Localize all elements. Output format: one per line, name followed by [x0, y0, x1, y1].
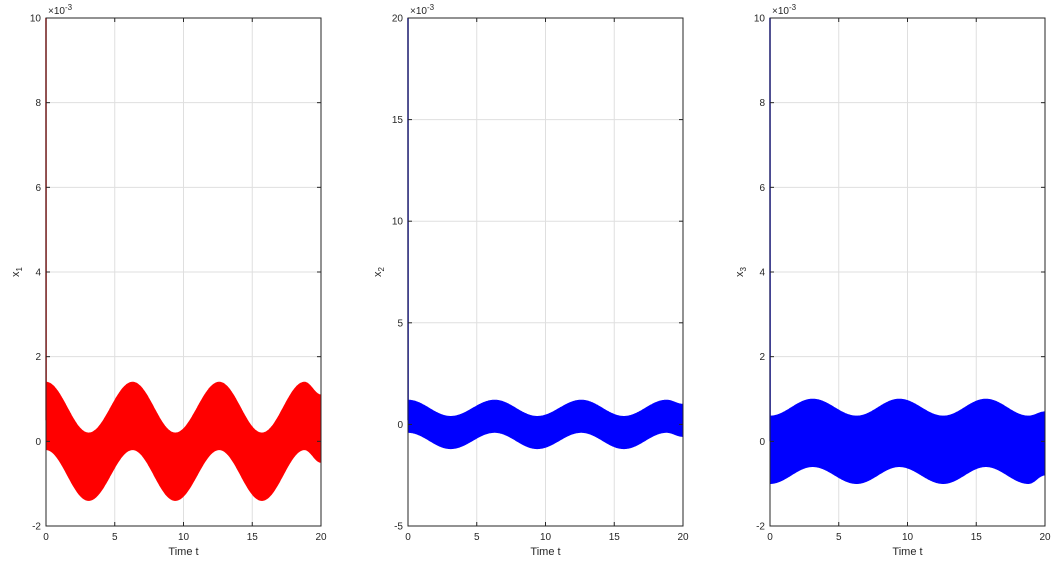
x-tick-label: 15	[247, 532, 259, 543]
y-tick-label: 8	[759, 98, 765, 109]
x-tick-label: 20	[315, 532, 327, 543]
y-tick-label: 5	[397, 318, 403, 329]
x-tick-label: 5	[112, 532, 118, 543]
y-axis-label: x2	[372, 266, 386, 277]
y-tick-label: 20	[392, 14, 404, 25]
y-tick-label: -5	[394, 522, 403, 533]
y-tick-label: 15	[392, 115, 404, 126]
x-axis-label: Time t	[530, 546, 560, 558]
y-exponent-label: ×10-3	[410, 3, 435, 17]
y-tick-label: 4	[759, 268, 765, 279]
x-tick-label: 10	[178, 532, 190, 543]
y-tick-label: 0	[397, 420, 403, 431]
y-tick-label: 2	[759, 352, 765, 363]
y-exponent-label: ×10-3	[48, 3, 73, 17]
y-tick-label: 8	[35, 98, 41, 109]
y-tick-label: 10	[754, 14, 766, 25]
x-tick-label: 10	[540, 532, 552, 543]
y-tick-label: 10	[392, 217, 404, 228]
y-tick-label: -2	[32, 522, 41, 533]
y-tick-label: 0	[759, 437, 765, 448]
x-tick-label: 0	[43, 532, 49, 543]
x-tick-label: 20	[677, 532, 689, 543]
x-tick-label: 10	[902, 532, 914, 543]
y-axis-label: x1	[10, 266, 24, 277]
x-tick-label: 5	[474, 532, 480, 543]
y-tick-label: 0	[35, 437, 41, 448]
y-axis-label: x3	[734, 266, 748, 277]
x-tick-label: 0	[767, 532, 773, 543]
y-exponent-label: ×10-3	[772, 3, 797, 17]
x-tick-label: 15	[609, 532, 621, 543]
y-tick-label: -2	[756, 522, 765, 533]
y-tick-label: 10	[30, 14, 42, 25]
x-axis-label: Time t	[168, 546, 198, 558]
x-tick-label: 15	[971, 532, 983, 543]
y-tick-label: 4	[35, 268, 41, 279]
y-tick-label: 2	[35, 352, 41, 363]
x-tick-label: 20	[1039, 532, 1051, 543]
x-tick-label: 5	[836, 532, 842, 543]
x-tick-label: 0	[405, 532, 411, 543]
x-axis-label: Time t	[892, 546, 922, 558]
y-tick-label: 6	[35, 183, 41, 194]
y-tick-label: 6	[759, 183, 765, 194]
